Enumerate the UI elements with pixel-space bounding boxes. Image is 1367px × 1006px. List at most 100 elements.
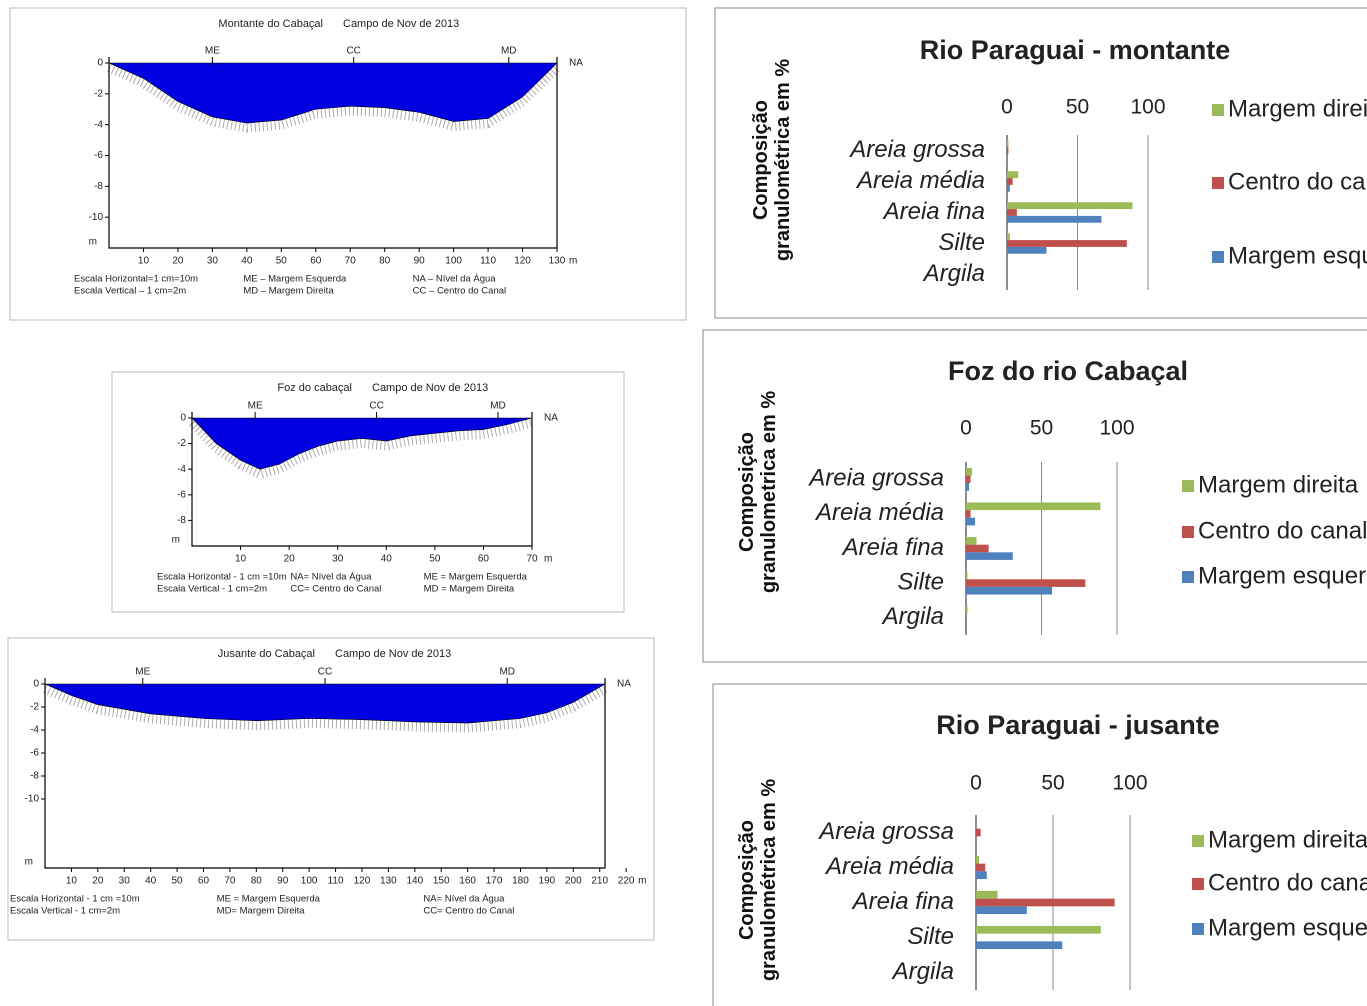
figure-canvas: Montante do CabaçalCampo de Nov de 20130… — [0, 0, 1367, 1006]
bar — [966, 587, 1052, 595]
y-tick-label: -4 — [30, 725, 39, 736]
legend-swatch — [1182, 480, 1194, 492]
x-tick-label: 100 — [301, 876, 318, 887]
bar — [966, 510, 971, 518]
bar — [1007, 171, 1018, 178]
note: Escala Vertical - 1 cm=2m — [10, 906, 120, 917]
marker-label: ME — [205, 46, 220, 57]
x-tick-label: 30 — [332, 554, 344, 565]
profile-subtitle: Campo de Nov de 2013 — [343, 18, 459, 30]
bar — [976, 906, 1027, 914]
profile-subtitle: Campo de Nov de 2013 — [372, 382, 488, 394]
bar — [966, 502, 1100, 510]
y-tick-label: -8 — [94, 181, 103, 192]
x-tick-label: 140 — [406, 876, 423, 887]
bar — [966, 537, 977, 545]
water-level-label: NA — [544, 413, 558, 424]
x-tick-label: 190 — [539, 876, 556, 887]
x-tick-label: 70 — [224, 876, 236, 887]
y-tick-label: -4 — [177, 464, 186, 475]
note: NA= Nível da Água — [423, 894, 505, 905]
x-tick-label: 60 — [198, 876, 210, 887]
note: MD – Margem Direita — [243, 286, 334, 297]
bar — [976, 864, 985, 872]
marker-label: MD — [499, 667, 515, 678]
x-tick-label: 70 — [345, 256, 357, 267]
x-tick-label: 180 — [512, 876, 529, 887]
x-tick-label: 10 — [138, 256, 150, 267]
x-tick-label: 130 — [380, 876, 397, 887]
category-label: Silte — [938, 229, 985, 256]
bar — [966, 579, 1085, 587]
category-label: Areia fina — [851, 888, 954, 915]
y-tick-label: -10 — [25, 794, 40, 805]
bar — [1007, 216, 1101, 223]
y-tick-label: -2 — [177, 438, 186, 449]
chart-title: Foz do rio Cabaçal — [948, 356, 1188, 386]
note: ME – Margem Esquerda — [243, 274, 347, 285]
category-label: Areia grossa — [807, 465, 944, 492]
x-tick-label: 130 — [549, 256, 566, 267]
x-tick-label: 0 — [960, 417, 972, 440]
x-tick-label: 80 — [251, 876, 263, 887]
legend-label: Centro do canal — [1198, 517, 1367, 544]
x-tick-label: 90 — [414, 256, 426, 267]
y-tick-label: -2 — [30, 702, 39, 713]
bar — [966, 572, 968, 580]
x-tick-label: 30 — [119, 876, 131, 887]
x-tick-label: 40 — [145, 876, 157, 887]
x-tick-label: 120 — [514, 256, 531, 267]
bar — [1007, 178, 1013, 185]
note: CC= Centro do Canal — [423, 906, 514, 917]
bar — [976, 926, 1101, 934]
x-tick-label: 90 — [277, 876, 289, 887]
bar — [966, 545, 989, 553]
y-axis-title: Composição granulometrica em % — [736, 382, 780, 602]
x-tick-label: 50 — [172, 876, 184, 887]
x-tick-label: 200 — [565, 876, 582, 887]
category-label: Argila — [881, 603, 944, 630]
bar — [976, 891, 998, 899]
x-unit: m — [569, 256, 577, 267]
x-tick-label: 0 — [1001, 96, 1013, 119]
legend-label: Margem esquerda — [1228, 242, 1367, 269]
profile-subtitle: Campo de Nov de 2013 — [335, 648, 451, 660]
x-tick-label: 10 — [235, 554, 247, 565]
bar — [966, 606, 968, 614]
x-tick-label: 50 — [429, 554, 441, 565]
marker-label: CC — [346, 46, 360, 57]
bar — [966, 552, 1013, 560]
bar — [1007, 185, 1010, 192]
x-tick-label: 20 — [172, 256, 184, 267]
marker-label: ME — [248, 401, 263, 412]
bar — [976, 856, 979, 864]
x-tick-label: 30 — [207, 256, 219, 267]
bar — [976, 941, 1062, 949]
legend-label: Margem direita — [1228, 95, 1367, 122]
x-tick-label: 20 — [284, 554, 296, 565]
y-tick-label: -2 — [94, 88, 103, 99]
note: ME = Margem Esquerda — [424, 572, 528, 583]
category-label: Argila — [922, 260, 985, 287]
y-tick-label: -6 — [30, 748, 39, 759]
bar — [966, 475, 971, 483]
y-axis-title: Composição granulométrica em % — [736, 770, 780, 990]
legend-swatch — [1212, 251, 1224, 263]
x-tick-label: 150 — [433, 876, 450, 887]
x-tick-label: 80 — [379, 256, 391, 267]
category-label: Areia média — [824, 853, 954, 880]
note: Escala Horizontal - 1 cm =10m — [157, 572, 287, 583]
category-label: Areia grossa — [848, 136, 985, 163]
x-tick-label: 10 — [66, 876, 78, 887]
x-tick-label: 100 — [1112, 772, 1147, 795]
profile-title: Jusante do Cabaçal — [218, 648, 315, 660]
marker-label: ME — [135, 667, 150, 678]
x-tick-label: 40 — [381, 554, 393, 565]
legend-label: Centro do canal — [1208, 869, 1367, 896]
marker-label: CC — [369, 401, 383, 412]
x-tick-label: 60 — [478, 554, 490, 565]
chart-title: Rio Paraguai - montante — [920, 35, 1231, 65]
legend-label: Margem esquerda — [1208, 914, 1367, 941]
marker-label: CC — [318, 667, 332, 678]
bar — [1007, 233, 1010, 240]
